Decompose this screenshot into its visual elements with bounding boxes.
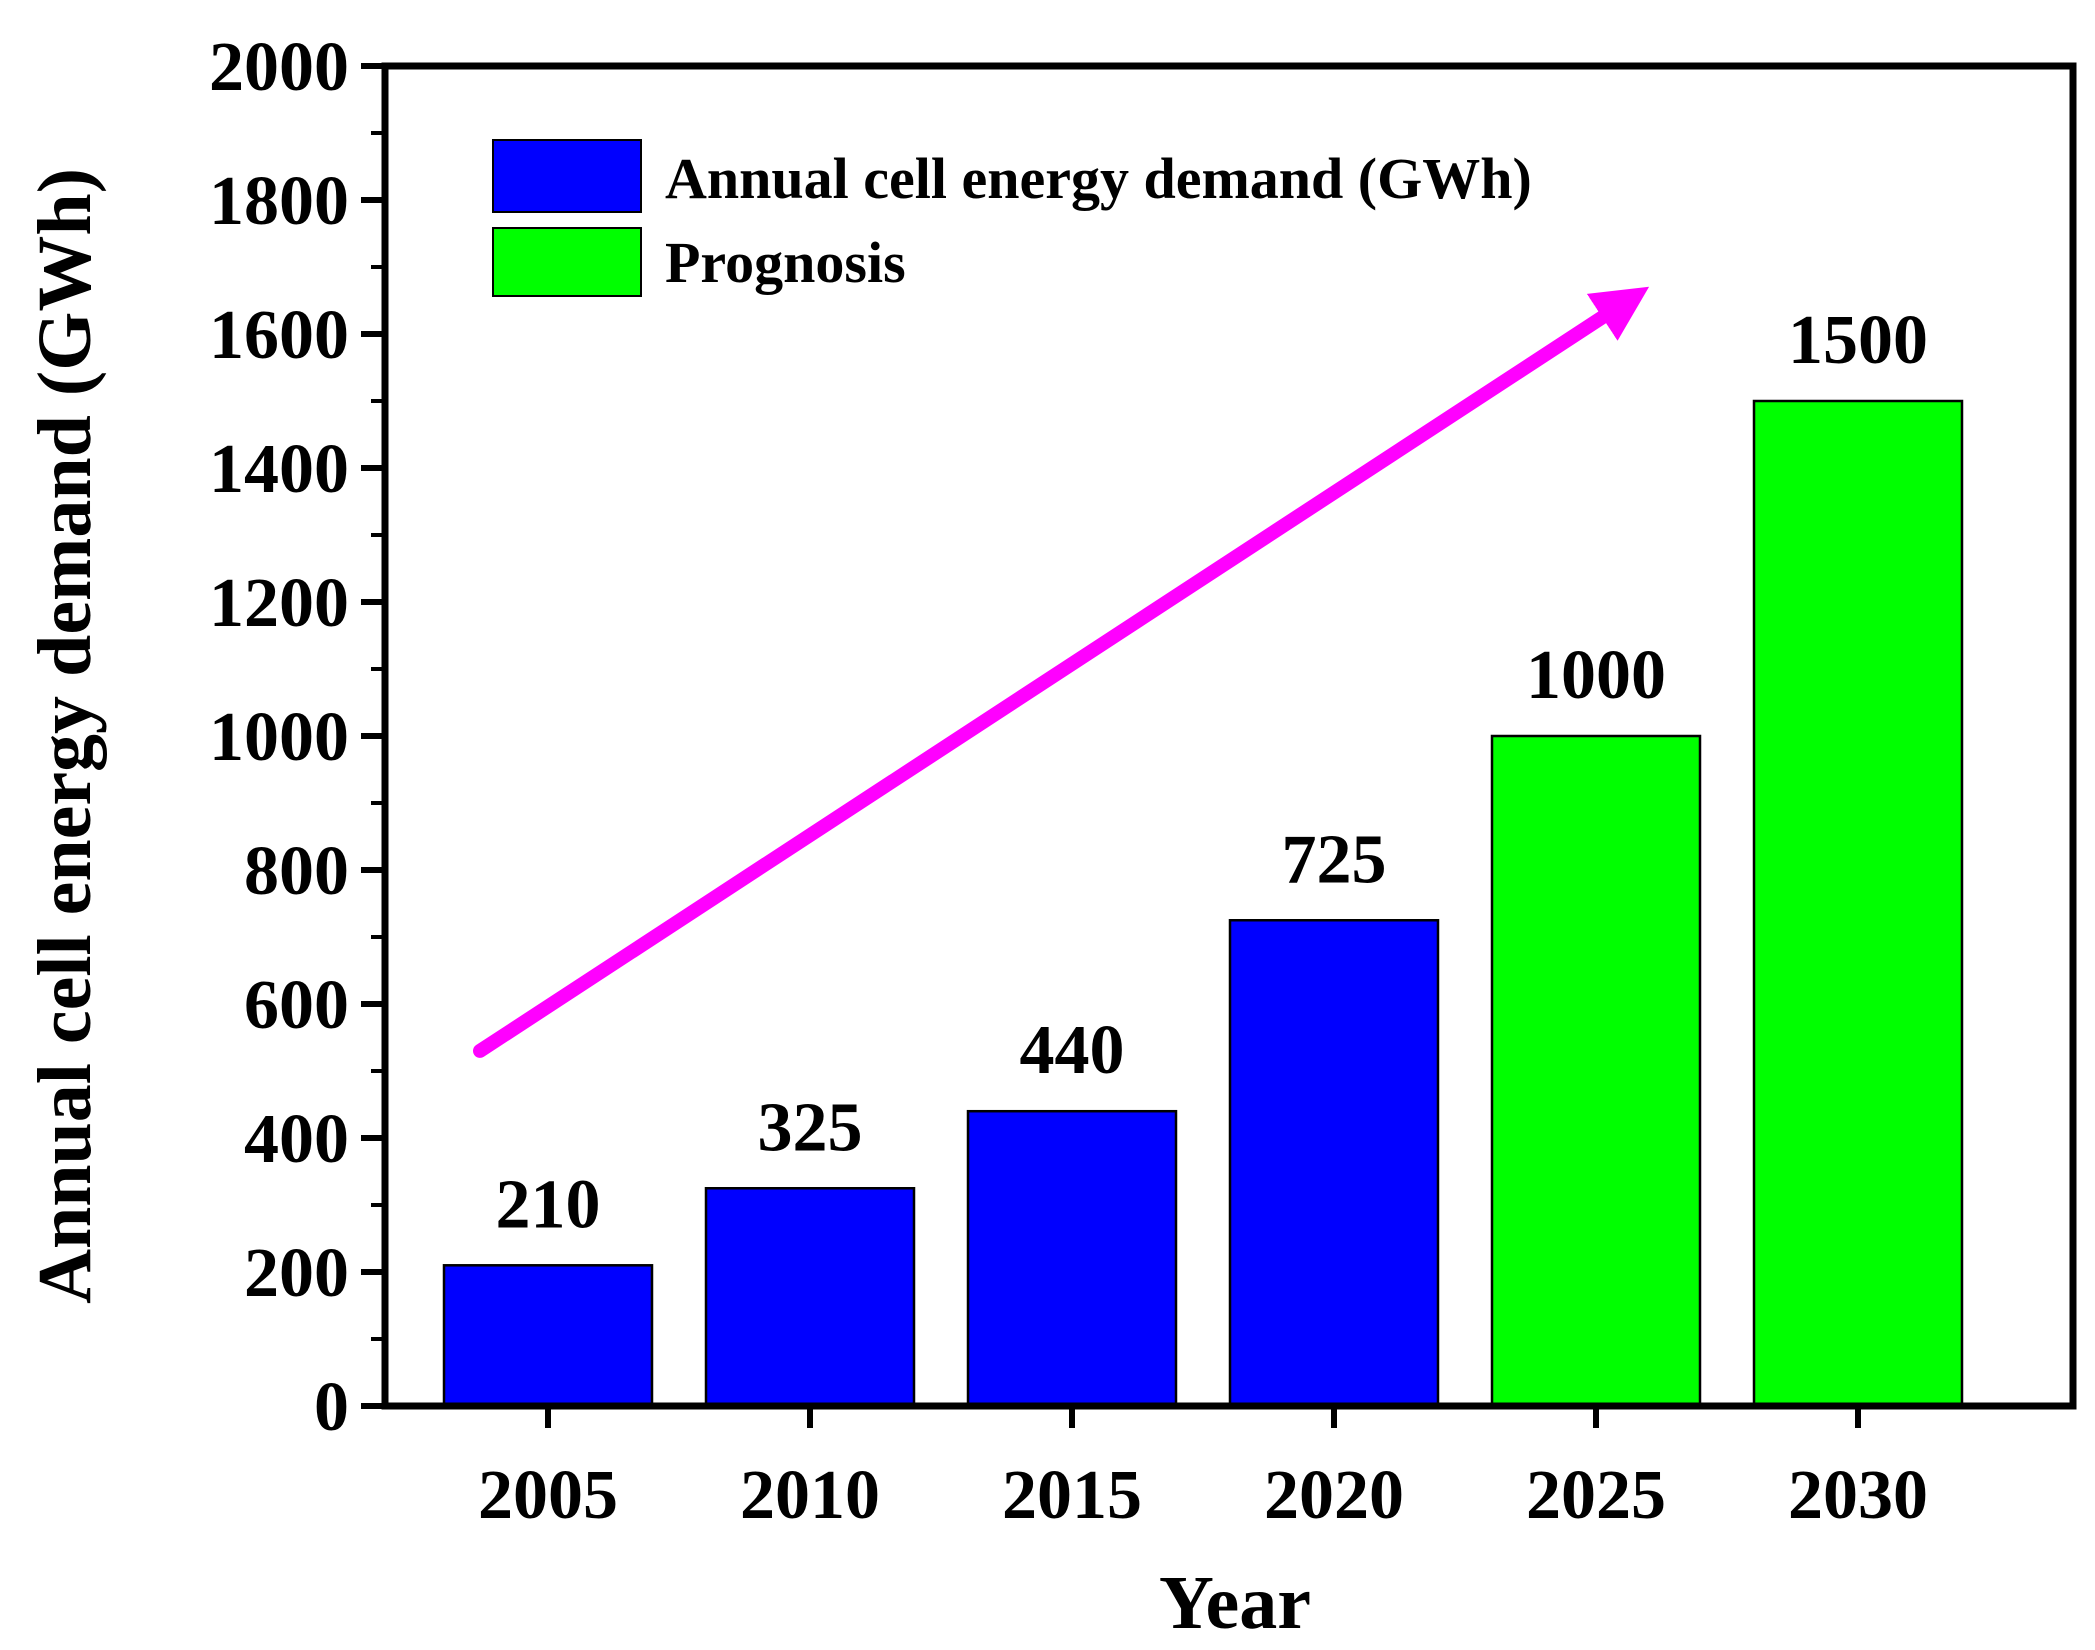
- y-tick-label-1000: 1000: [209, 699, 349, 776]
- value-label-2015: 440: [1020, 1012, 1125, 1089]
- x-axis-ticks: 2005 2010 2015 2020 2025 2030: [478, 1406, 1928, 1534]
- y-tick-label-200: 200: [244, 1235, 349, 1312]
- y-tick-label-800: 800: [244, 833, 349, 910]
- y-axis-title: Annual cell energy demand (GWh): [23, 168, 107, 1304]
- x-tick-label-2020: 2020: [1264, 1457, 1404, 1534]
- y-tick-label-600: 600: [244, 967, 349, 1044]
- y-tick-label-1200: 1200: [209, 565, 349, 642]
- value-label-2020: 725: [1282, 821, 1387, 898]
- x-tick-label-2030: 2030: [1788, 1457, 1928, 1534]
- y-tick-label-1600: 1600: [209, 297, 349, 374]
- bar-2025: [1492, 736, 1700, 1406]
- x-tick-label-2005: 2005: [478, 1457, 618, 1534]
- bar-chart: 210 325 440 725 1000 1500 0 200 400 600 800 1000 12…: [0, 0, 2095, 1650]
- legend-swatch-actual: [493, 140, 641, 212]
- bar-2005: [444, 1265, 652, 1406]
- bar-2015: [968, 1111, 1176, 1406]
- bar-2030: [1754, 401, 1962, 1406]
- x-axis-title: Year: [1159, 1561, 1311, 1645]
- x-tick-label-2015: 2015: [1002, 1457, 1142, 1534]
- value-label-2005: 210: [496, 1166, 601, 1243]
- x-tick-label-2025: 2025: [1526, 1457, 1666, 1534]
- legend-label-actual: Annual cell energy demand (GWh): [665, 146, 1532, 211]
- y-axis-ticks: 0 200 400 600 800 1000 1200 1400 1600 1800 2000: [209, 29, 385, 1446]
- bar-2010: [706, 1188, 914, 1406]
- y-tick-label-1400: 1400: [209, 431, 349, 508]
- y-tick-label-1800: 1800: [209, 163, 349, 240]
- value-label-2025: 1000: [1526, 637, 1666, 714]
- legend-label-prognosis: Prognosis: [665, 230, 906, 295]
- legend-swatch-prognosis: [493, 228, 641, 296]
- y-tick-label-2000: 2000: [209, 29, 349, 106]
- value-label-2010: 325: [758, 1089, 863, 1166]
- y-tick-label-400: 400: [244, 1101, 349, 1178]
- x-tick-label-2010: 2010: [740, 1457, 880, 1534]
- y-tick-label-0: 0: [314, 1369, 349, 1446]
- bar-2020: [1230, 920, 1438, 1406]
- value-label-2030: 1500: [1788, 302, 1928, 379]
